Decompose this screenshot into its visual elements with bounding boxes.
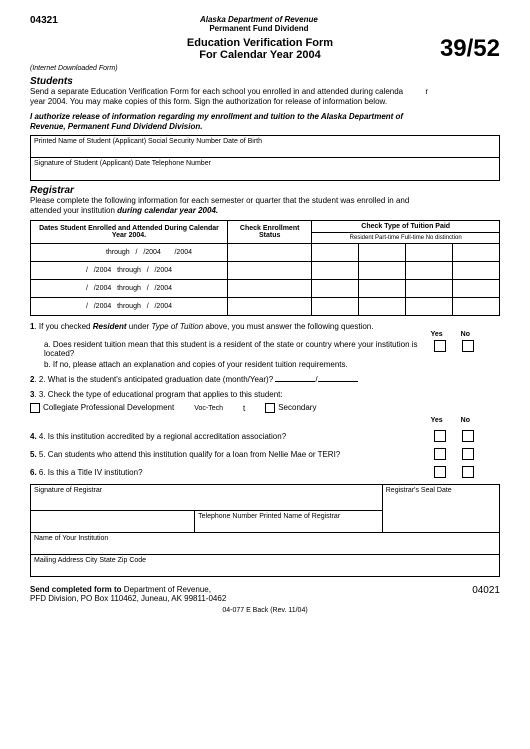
th-enroll: Check Enrollment Status — [227, 221, 311, 244]
seal-date[interactable]: Registrar's Seal Date — [382, 485, 499, 533]
form-code-top: 04321 — [30, 15, 58, 26]
no-label: No — [461, 331, 470, 338]
q1a-yes-checkbox[interactable] — [434, 340, 446, 352]
auth1: I authorize release of information regar… — [30, 112, 403, 121]
dept-header: Alaska Department of Revenue Permanent F… — [58, 15, 460, 33]
q1a: a. Does resident tuition mean that this … — [44, 340, 500, 358]
date-cell[interactable]: through / /2004 /2004 — [31, 244, 228, 262]
student-box-row2[interactable]: Signature of Student (Applicant) Date Te… — [31, 158, 499, 180]
footer-code: 04021 — [472, 585, 500, 603]
q4-row: 4. 4. Is this institution accredited by … — [30, 430, 500, 442]
q4-no-checkbox[interactable] — [462, 430, 474, 442]
yn-labels: Yes No — [30, 331, 470, 338]
table-row[interactable]: / /2004 through / /2004 — [31, 262, 500, 280]
q6-no-checkbox[interactable] — [462, 466, 474, 478]
footer-left: Send completed form to Department of Rev… — [30, 585, 226, 603]
student-box: Printed Name of Student (Applicant) Soci… — [30, 135, 500, 181]
auth2: Revenue, Permanent Fund Dividend Divisio… — [30, 122, 202, 131]
title-row: Education Verification Form For Calendar… — [30, 35, 500, 63]
opt-voctech-label: Voc-Tech — [194, 405, 223, 412]
q2-year-field[interactable] — [318, 381, 358, 382]
opt-secondary-checkbox[interactable] — [265, 403, 275, 413]
auth-text: I authorize release of information regar… — [30, 112, 500, 133]
sig-blank[interactable] — [31, 511, 195, 533]
inst-name[interactable]: Name of Your Institution — [31, 533, 500, 555]
registrar-body: Please complete the following informatio… — [30, 196, 500, 217]
opt-secondary-label: Secondary — [278, 403, 316, 412]
registrar-body1: Please complete the following informatio… — [30, 196, 409, 205]
sig-registrar[interactable]: Signature of Registrar — [31, 485, 383, 511]
no-label-2: No — [461, 417, 470, 424]
q2-month-field[interactable] — [275, 381, 315, 382]
send-addr: PFD Division, PO Box 110462, Juneau, AK … — [30, 594, 226, 603]
q3: 3. 3. Check the type of educational prog… — [30, 390, 500, 399]
students-body2: year 2004. You may make copies of this f… — [30, 97, 387, 106]
th-tuition: Check Type of Tuition Paid — [312, 221, 500, 233]
q4-yes-checkbox[interactable] — [434, 430, 446, 442]
registrar-heading: Registrar — [30, 185, 500, 196]
title-line1: Education Verification Form — [80, 37, 440, 49]
opt-t-label: t — [243, 404, 245, 413]
page: 04321 Alaska Department of Revenue Perma… — [0, 0, 530, 634]
q5-row: 5. 5. Can students who attend this insti… — [30, 448, 500, 460]
q1a-no-checkbox[interactable] — [462, 340, 474, 352]
q6-row: 6. 6. Is this a Title IV institution? — [30, 466, 500, 478]
students-heading: Students — [30, 76, 500, 87]
top-row: 04321 Alaska Department of Revenue Perma… — [30, 15, 500, 33]
student-box-row1[interactable]: Printed Name of Student (Applicant) Soci… — [31, 136, 499, 158]
q1a-text: a. Does resident tuition mean that this … — [44, 340, 434, 358]
title-block: Education Verification Form For Calendar… — [80, 37, 440, 61]
date-cell[interactable]: / /2004 through / /2004 — [31, 298, 228, 316]
tuition-sublabels: Resident Part-time Full-time No distinct… — [312, 233, 500, 244]
date-cell[interactable]: / /2004 through / /2004 — [31, 262, 228, 280]
yes-label-2: Yes — [431, 417, 443, 424]
opt-collegiate-checkbox[interactable] — [30, 403, 40, 413]
table-row[interactable]: / /2004 through / /2004 — [31, 298, 500, 316]
dept-line2: Permanent Fund Dividend — [58, 24, 460, 33]
q3-options: Collegiate Professional Development Voc-… — [30, 403, 500, 413]
yes-label: Yes — [431, 331, 443, 338]
footer: Send completed form to Department of Rev… — [30, 585, 500, 603]
send-dept: Department of Revenue, — [122, 585, 211, 594]
dept-line1: Alaska Department of Revenue — [58, 15, 460, 24]
yn-labels-2: Yes No — [30, 417, 470, 424]
students-body: Send a separate Education Verification F… — [30, 87, 500, 108]
q1: 1. If you checked Resident under Type of… — [30, 322, 500, 331]
q5-yes-checkbox[interactable] — [434, 448, 446, 460]
q1b: b. If no, please attach an explanation a… — [44, 360, 500, 369]
page-number: 39/52 — [440, 35, 500, 63]
table-row[interactable]: through / /2004 /2004 — [31, 244, 500, 262]
students-body1: Send a separate Education Verification F… — [30, 87, 403, 96]
q6-yes-checkbox[interactable] — [434, 466, 446, 478]
q2: 2. 2. What is the student's anticipated … — [30, 375, 500, 384]
q5-text: 5. Can students who attend this institut… — [39, 450, 340, 459]
students-body1b: r — [425, 87, 428, 96]
q1b-text: b. If no, please attach an explanation a… — [44, 360, 500, 369]
date-cell[interactable]: / /2004 through / /2004 — [31, 280, 228, 298]
q5-no-checkbox[interactable] — [462, 448, 474, 460]
registrar-body2: attended your institution during calenda… — [30, 206, 218, 215]
q6-text: 6. Is this a Title IV institution? — [39, 468, 143, 477]
mailing-addr[interactable]: Mailing Address City State Zip Code — [31, 555, 500, 577]
signature-table: Signature of Registrar Registrar's Seal … — [30, 484, 500, 577]
opt-collegiate-label: Collegiate Professional Development — [43, 403, 174, 412]
revision: 04-077 E Back (Rev. 11/04) — [30, 607, 500, 614]
send-label: Send completed form to — [30, 585, 122, 594]
q4-text: 4. Is this institution accredited by a r… — [39, 432, 286, 441]
table-row[interactable]: / /2004 through / /2004 — [31, 280, 500, 298]
title-line2: For Calendar Year 2004 — [80, 49, 440, 61]
phone-name[interactable]: Telephone Number Printed Name of Registr… — [195, 511, 383, 533]
th-dates: Dates Student Enrolled and Attended Duri… — [31, 221, 228, 244]
enrollment-table: Dates Student Enrolled and Attended Duri… — [30, 220, 500, 316]
download-note: (Internet Downloaded Form) — [30, 65, 500, 72]
